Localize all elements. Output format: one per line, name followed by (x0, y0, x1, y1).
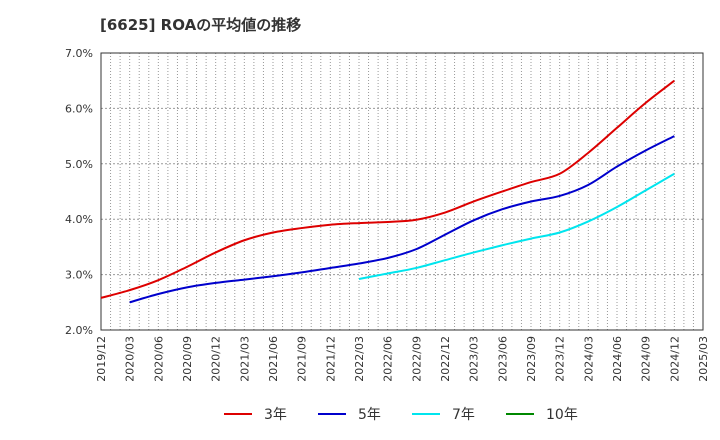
x-tick-label: 2019/12 (95, 336, 108, 382)
x-tick-label: 2020/09 (181, 336, 194, 382)
x-tick-label: 2020/12 (210, 336, 223, 382)
y-tick-label: 6.0% (65, 102, 93, 115)
y-tick-label: 4.0% (65, 213, 93, 226)
plot-frame (100, 52, 704, 331)
x-tick-label: 2023/12 (554, 336, 567, 382)
x-tick-label: 2023/06 (496, 336, 509, 382)
y-tick-label: 5.0% (65, 158, 93, 171)
x-tick-label: 2021/03 (238, 336, 251, 382)
x-tick-label: 2023/03 (468, 336, 481, 382)
x-tick-label: 2021/09 (296, 336, 309, 382)
x-tick-label: 2024/03 (582, 336, 595, 382)
series-line-1 (100, 79, 675, 299)
x-tick-label: 2022/09 (410, 336, 423, 382)
legend-label-2: 5年 (358, 407, 381, 423)
legend-label-3: 7年 (452, 407, 475, 423)
x-tick-label: 2020/06 (152, 336, 165, 382)
x-tick-label: 2024/12 (668, 336, 681, 382)
legend-label-1: 3年 (264, 407, 287, 423)
x-tick-label: 2024/06 (611, 336, 624, 382)
x-tick-label: 2025/03 (697, 336, 710, 382)
x-tick-label: 2022/12 (439, 336, 452, 382)
x-tick-label: 2020/03 (124, 336, 137, 382)
x-tick-label: 2022/03 (353, 336, 366, 382)
legend-label-4: 10年 (546, 407, 578, 423)
y-tick-label: 7.0% (65, 47, 93, 60)
y-tick-label: 3.0% (65, 269, 93, 282)
x-tick-label: 2022/06 (382, 336, 395, 382)
series-line-2 (129, 135, 675, 304)
x-tick-label: 2024/09 (640, 336, 653, 382)
chart-title: [6625] ROAの平均値の推移 (100, 16, 302, 34)
x-tick-label: 2023/09 (525, 336, 538, 382)
plot-area (101, 53, 703, 330)
y-tick-label: 2.0% (65, 324, 93, 337)
series-line-3 (358, 172, 675, 281)
x-tick-label: 2021/06 (267, 336, 280, 382)
x-tick-label: 2021/12 (324, 336, 337, 382)
